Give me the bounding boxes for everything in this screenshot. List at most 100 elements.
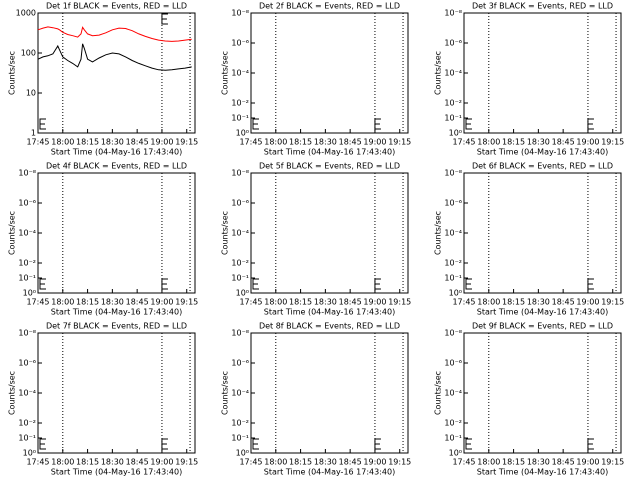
x-tick-label: 18:45 [552, 138, 575, 147]
event-flag [161, 278, 168, 290]
event-flag [374, 278, 381, 290]
x-tick-label: 18:00 [477, 138, 500, 147]
x-tick-label: 17:45 [26, 298, 49, 307]
event-flag [39, 118, 46, 130]
x-axis-title: Start Time (04-May-16 17:43:40) [51, 468, 182, 477]
event-flag [465, 278, 472, 290]
event-flag [252, 118, 259, 130]
series-line [37, 26, 192, 42]
x-tick-label: 19:15 [175, 298, 198, 307]
y-tick-label: 10⁻⁴ [231, 69, 249, 78]
event-flag [465, 118, 472, 130]
x-tick-label: 19:15 [175, 458, 198, 467]
x-tick-label: 18:00 [264, 298, 287, 307]
x-tick-label: 18:00 [51, 298, 74, 307]
event-flag [161, 438, 168, 450]
y-tick-label: 10⁻² [231, 99, 249, 108]
x-axis-title: Start Time (04-May-16 17:43:40) [51, 148, 182, 157]
x-tick-label: 17:45 [26, 458, 49, 467]
plot-frame [250, 12, 409, 134]
y-tick-label: 10⁻⁴ [444, 69, 462, 78]
y-tick-label: 10⁻² [231, 259, 249, 268]
y-tick-label: 10⁻⁴ [231, 229, 249, 238]
y-axis-title: Counts/sec [434, 51, 443, 95]
x-tick-label: 18:45 [552, 298, 575, 307]
x-tick-label: 18:45 [552, 458, 575, 467]
chart-title: Det 8f BLACK = Events, RED = LLD [259, 322, 400, 331]
y-tick-label: 10⁰ [236, 289, 249, 298]
event-flag [587, 278, 594, 290]
x-tick-label: 18:00 [477, 298, 500, 307]
y-axis-title: Counts/sec [8, 211, 17, 255]
x-axis-title: Start Time (04-May-16 17:43:40) [264, 148, 395, 157]
x-tick-label: 19:15 [388, 138, 411, 147]
chart-title: Det 6f BLACK = Events, RED = LLD [472, 162, 613, 171]
x-tick-label: 19:15 [601, 458, 624, 467]
event-flag [252, 278, 259, 290]
chart-title: Det 5f BLACK = Events, RED = LLD [259, 162, 400, 171]
event-flag [587, 118, 594, 130]
y-tick-label: 10⁻⁶ [444, 39, 462, 48]
x-tick-label: 18:00 [264, 458, 287, 467]
y-tick-label: 10⁻⁴ [444, 229, 462, 238]
y-tick-label: 10⁻² [18, 259, 36, 268]
x-tick-label: 17:45 [239, 298, 262, 307]
x-tick-label: 18:00 [51, 458, 74, 467]
x-tick-label: 19:00 [576, 458, 599, 467]
x-axis-title: Start Time (04-May-16 17:43:40) [477, 148, 608, 157]
event-flag [39, 438, 46, 450]
x-tick-label: 18:00 [477, 458, 500, 467]
x-tick-label: 18:15 [502, 138, 525, 147]
y-tick-label: 10⁻⁸ [444, 9, 462, 18]
x-tick-label: 19:15 [388, 298, 411, 307]
chart-title: Det 9f BLACK = Events, RED = LLD [472, 322, 613, 331]
event-flag [465, 438, 472, 450]
x-axis-title: Start Time (04-May-16 17:43:40) [264, 468, 395, 477]
y-axis-title: Counts/sec [221, 51, 230, 95]
plot-frame [250, 332, 409, 454]
event-flag [161, 13, 168, 25]
y-tick-label: 1000 [16, 9, 36, 18]
y-tick-label: 10⁻⁸ [231, 169, 249, 178]
chart-title: Det 1f BLACK = Events, RED = LLD [46, 2, 187, 11]
x-axis-title: Start Time (04-May-16 17:43:40) [264, 308, 395, 317]
x-tick-label: 18:30 [101, 458, 124, 467]
y-tick-label: 10⁻⁶ [18, 359, 36, 368]
y-tick-label: 10⁻⁶ [444, 199, 462, 208]
y-tick-label: 10⁻¹ [18, 434, 36, 443]
x-tick-label: 17:45 [452, 138, 475, 147]
plot-frame [37, 332, 196, 454]
y-axis-title: Counts/sec [221, 211, 230, 255]
y-tick-label: 10⁻² [444, 259, 462, 268]
x-axis-title: Start Time (04-May-16 17:43:40) [477, 468, 608, 477]
y-tick-label: 10⁻¹ [231, 274, 249, 283]
event-flag [374, 438, 381, 450]
y-tick-label: 10⁻⁸ [18, 169, 36, 178]
x-tick-label: 19:15 [388, 458, 411, 467]
x-tick-label: 19:00 [363, 298, 386, 307]
event-flag [39, 278, 46, 290]
y-axis-title: Counts/sec [8, 371, 17, 415]
x-tick-label: 18:15 [76, 458, 99, 467]
x-tick-label: 18:45 [126, 298, 149, 307]
x-tick-label: 18:15 [76, 298, 99, 307]
plot-frame [463, 172, 622, 294]
y-axis-title: Counts/sec [434, 371, 443, 415]
x-tick-label: 19:00 [363, 458, 386, 467]
y-tick-label: 10⁰ [23, 289, 36, 298]
y-tick-label: 10⁻² [444, 99, 462, 108]
y-axis-title: Counts/sec [221, 371, 230, 415]
x-tick-label: 17:45 [239, 138, 262, 147]
x-tick-label: 18:30 [101, 138, 124, 147]
y-tick-label: 10⁻⁴ [18, 389, 36, 398]
plot-frame [37, 12, 196, 134]
y-tick-label: 10⁻⁶ [18, 199, 36, 208]
y-tick-label: 10⁻⁸ [444, 169, 462, 178]
x-tick-label: 19:00 [576, 298, 599, 307]
y-tick-label: 10⁻¹ [231, 114, 249, 123]
plot-frame [37, 172, 196, 294]
x-tick-label: 18:45 [126, 458, 149, 467]
x-tick-label: 19:15 [601, 298, 624, 307]
x-tick-label: 18:30 [314, 298, 337, 307]
